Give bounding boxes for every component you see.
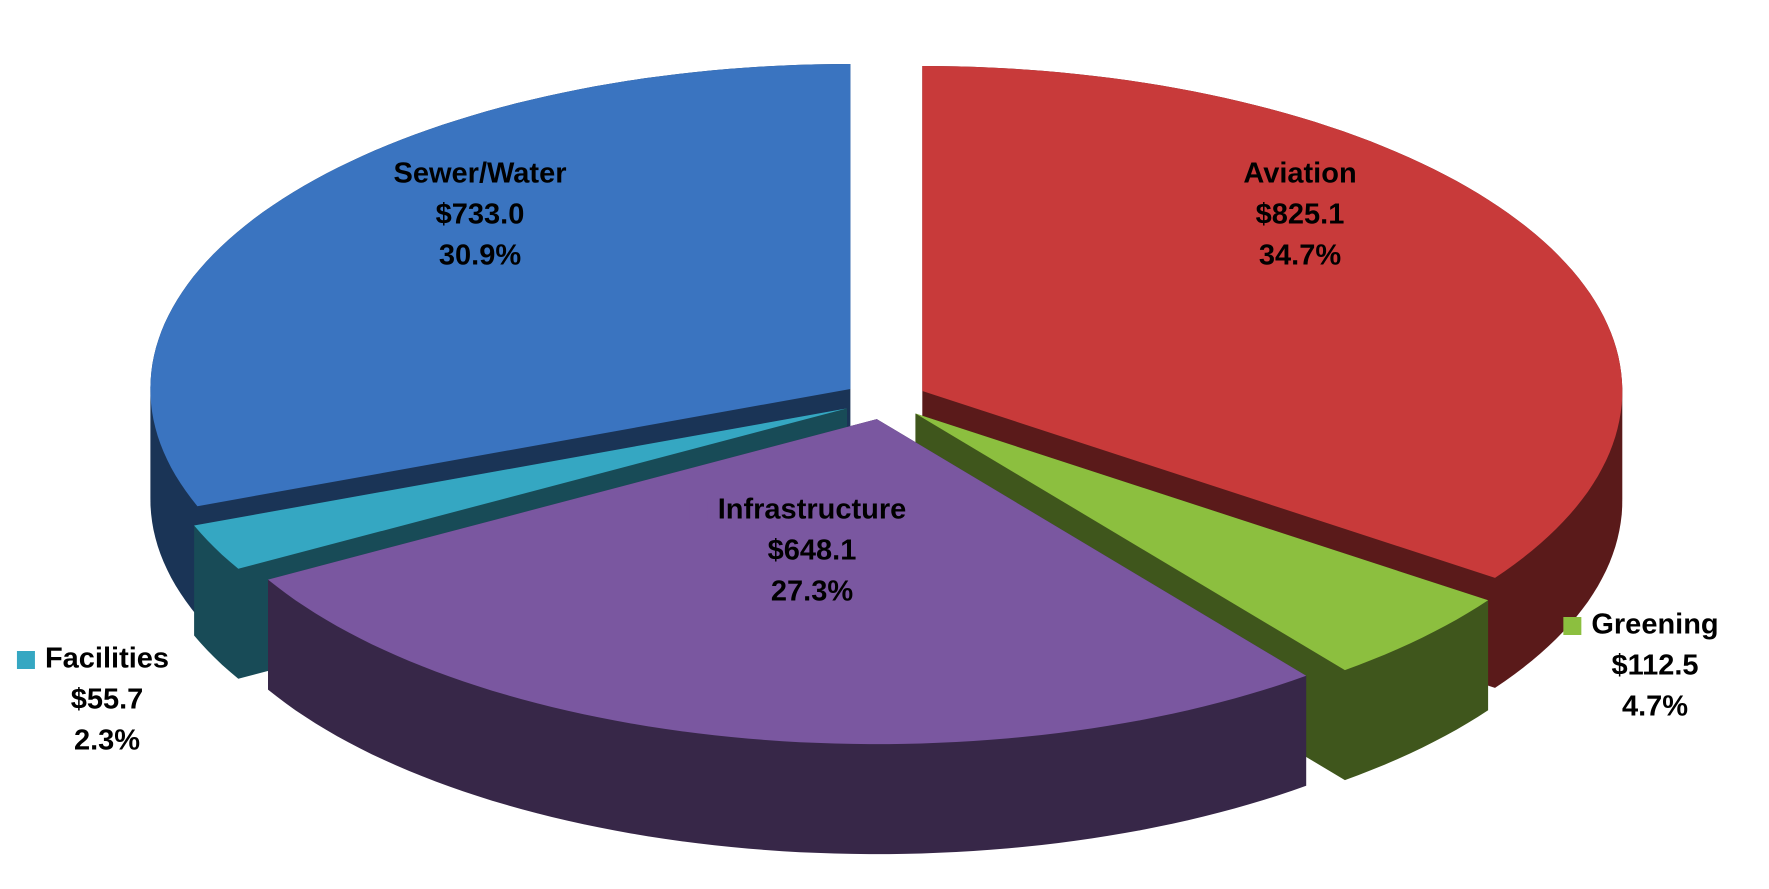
- slice-side: [915, 413, 1489, 781]
- percent-label: 30.9%: [439, 240, 521, 272]
- value-label: $55.7: [71, 684, 144, 716]
- percent-label: 4.7%: [1622, 691, 1688, 723]
- value-label: $112.5: [1611, 650, 1698, 682]
- legend-swatch: [689, 502, 708, 520]
- legend-swatch: [365, 166, 384, 184]
- slice: [268, 419, 1307, 745]
- value-label: $733.0: [436, 199, 525, 231]
- slice-label: Infrastructure: [718, 494, 907, 526]
- slice: [915, 413, 1489, 671]
- percent-label: 2.3%: [74, 725, 140, 757]
- legend-swatch: [16, 651, 35, 669]
- percent-label: 34.7%: [1259, 240, 1341, 272]
- percent-label: 27.3%: [771, 576, 853, 608]
- value-label: $825.1: [1256, 199, 1345, 231]
- slice: [150, 64, 851, 507]
- slice: [194, 408, 848, 569]
- legend-swatch: [1215, 166, 1234, 184]
- slice-label: Aviation: [1243, 158, 1356, 190]
- slice: [922, 66, 1623, 578]
- slice-label: Sewer/Water: [394, 158, 567, 190]
- legend-swatch: [1563, 617, 1582, 635]
- slice-label: Facilities: [45, 643, 169, 675]
- slice-label: Greening: [1591, 609, 1718, 641]
- value-label: $648.1: [768, 535, 857, 567]
